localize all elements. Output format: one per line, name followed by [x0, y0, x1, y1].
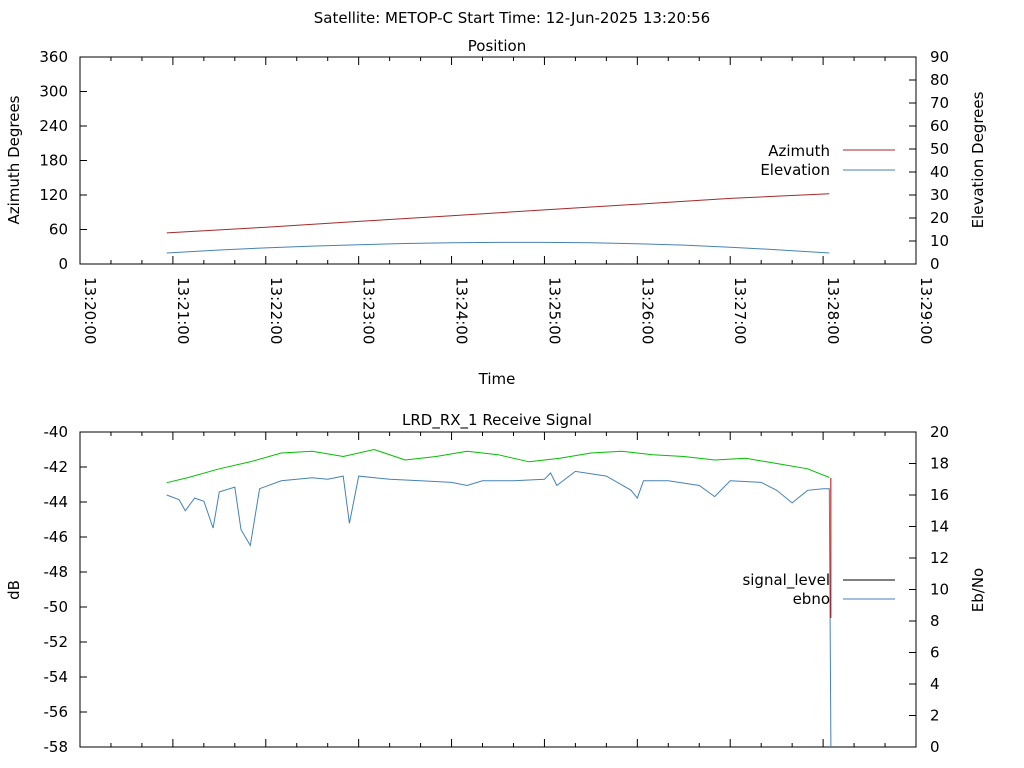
- position-y2-axis-label: Elevation Degrees: [969, 91, 987, 228]
- signal-y-axis-label: dB: [5, 580, 23, 600]
- y-tick-label: 240: [39, 117, 68, 135]
- y2-tick-label: 20: [930, 423, 949, 441]
- y2-tick-label: 60: [930, 117, 949, 135]
- y-tick-label: -54: [44, 668, 69, 686]
- y-tick-label: 180: [39, 152, 68, 170]
- series-line-series-2: [166, 448, 830, 484]
- y2-tick-label: 40: [930, 163, 949, 181]
- legend-label-elevation: Elevation: [760, 161, 830, 179]
- y2-tick-label: 0: [930, 255, 940, 273]
- signal-chart: LRD_RX_1 Receive Signal -40-42-44-46-48-…: [5, 411, 987, 756]
- y2-tick-label: 0: [930, 738, 940, 756]
- position-chart-title: Position: [468, 37, 526, 55]
- x-tick-label: 13:22:00: [267, 277, 285, 344]
- x-tick-label: 13:29:00: [917, 277, 935, 344]
- position-series: [166, 193, 830, 254]
- signal-legend: signal_level ebno: [742, 571, 895, 608]
- y2-tick-label: 12: [930, 549, 949, 567]
- series-line-Elevation: [166, 241, 830, 254]
- legend-label-azimuth: Azimuth: [768, 142, 830, 160]
- y2-tick-label: 10: [930, 581, 949, 599]
- y2-tick-label: 4: [930, 675, 940, 693]
- series-line-ebno: [166, 470, 832, 748]
- legend-label-signal-level: signal_level: [742, 571, 830, 590]
- y2-tick-label: 10: [930, 232, 949, 250]
- y-tick-label: 0: [58, 255, 68, 273]
- y-tick-label: -46: [44, 528, 69, 546]
- y2-tick-label: 16: [930, 486, 949, 504]
- y2-tick-label: 2: [930, 707, 940, 725]
- signal-y2-axis-label: Eb/No: [969, 568, 987, 612]
- position-legend: Azimuth Elevation: [760, 142, 895, 179]
- signal-series: [166, 448, 832, 748]
- x-tick-label: 13:25:00: [545, 277, 563, 344]
- x-tick-label: 13:27:00: [731, 277, 749, 344]
- legend-label-ebno: ebno: [793, 590, 830, 608]
- y-tick-label: 60: [49, 221, 68, 239]
- y2-tick-label: 20: [930, 209, 949, 227]
- y2-tick-label: 70: [930, 94, 949, 112]
- x-tick-label: 13:20:00: [81, 277, 99, 344]
- y-tick-label: -50: [44, 598, 69, 616]
- x-tick-label: 13:28:00: [824, 277, 842, 344]
- y2-tick-label: 14: [930, 518, 949, 536]
- y-tick-label: -52: [44, 633, 69, 651]
- series-line-Azimuth: [166, 193, 830, 234]
- x-tick-label: 13:21:00: [174, 277, 192, 344]
- y-tick-label: 120: [39, 186, 68, 204]
- y-tick-label: -48: [44, 563, 69, 581]
- y2-tick-label: 90: [930, 48, 949, 66]
- y-tick-label: -44: [44, 493, 69, 511]
- signal-chart-title: LRD_RX_1 Receive Signal: [402, 411, 592, 430]
- position-chart: Position 0 60 120 180 240 300 360 0 10 20 30 40 50 60…: [5, 37, 987, 388]
- y2-tick-label: 18: [930, 455, 949, 473]
- y-tick-label: -42: [44, 458, 69, 476]
- figure-title: Satellite: METOP-C Start Time: 12-Jun-20…: [314, 9, 710, 27]
- position-x-axis-label: Time: [478, 370, 516, 388]
- position-y-axis-label: Azimuth Degrees: [5, 95, 23, 224]
- y2-tick-label: 8: [930, 612, 940, 630]
- signal-ticks: -40 -42 -44 -46 -48 -50 -52 -54 -56 -58 0 2 4 6 8 10 12 1…: [44, 423, 950, 756]
- x-tick-label: 13:24:00: [453, 277, 471, 344]
- y-tick-label: 300: [39, 83, 68, 101]
- position-ticks: 0 60 120 180 240 300 360 0 10 20 30 40 50 60 70 80 90 13:…: [39, 48, 949, 344]
- y2-tick-label: 30: [930, 186, 949, 204]
- y2-tick-label: 50: [930, 140, 949, 158]
- y-tick-label: -40: [44, 423, 69, 441]
- signal-plot-frame: [79, 431, 917, 748]
- x-tick-label: 13:26:00: [638, 277, 656, 344]
- y-tick-label: 360: [39, 48, 68, 66]
- x-tick-label: 13:23:00: [360, 277, 378, 344]
- y-tick-label: -56: [44, 703, 69, 721]
- y2-tick-label: 80: [930, 71, 949, 89]
- y-tick-label: -58: [44, 738, 69, 756]
- y2-tick-label: 6: [930, 644, 940, 662]
